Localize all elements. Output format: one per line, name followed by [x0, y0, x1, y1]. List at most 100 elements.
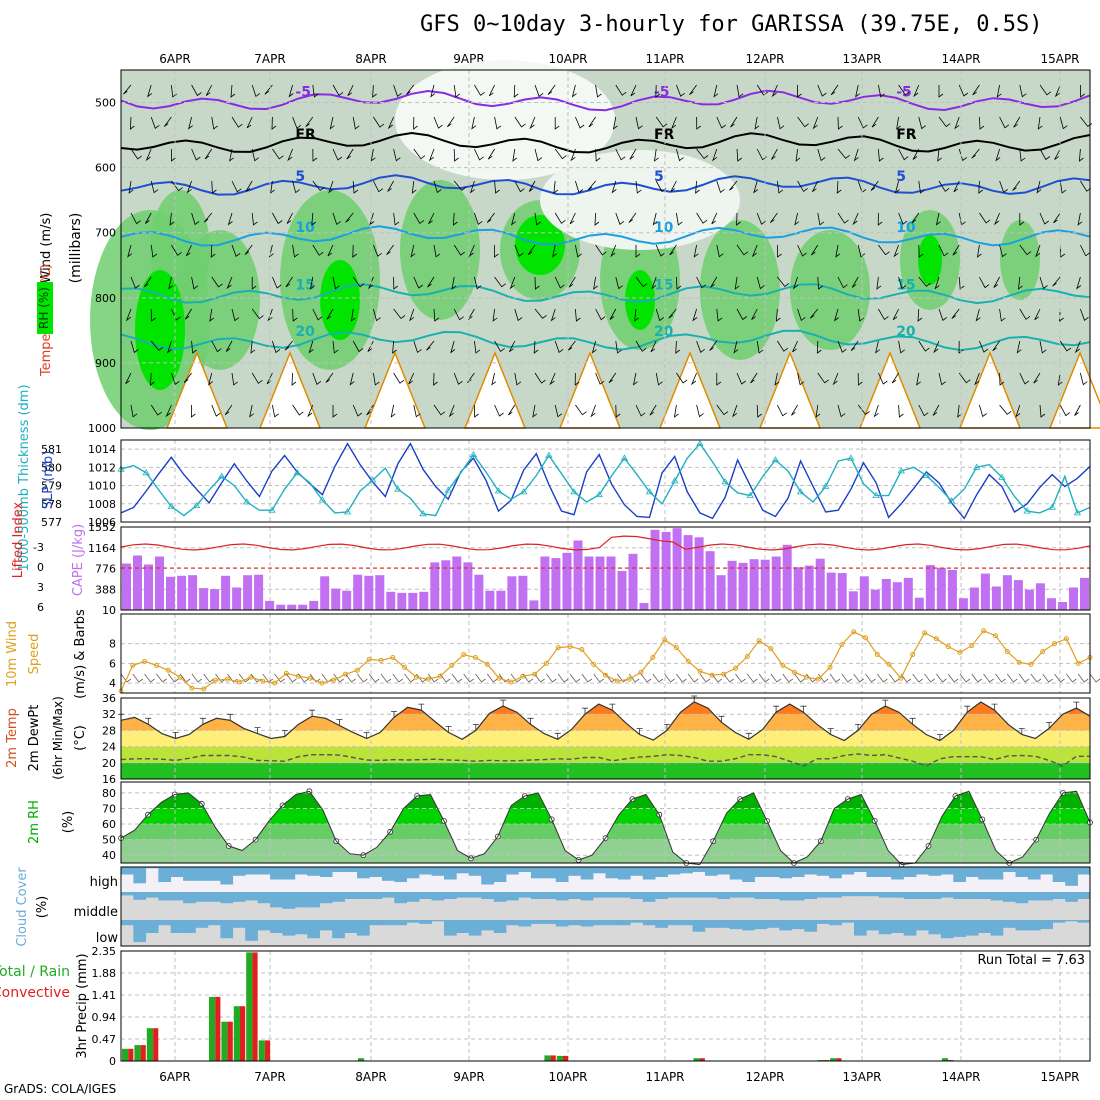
cloud-bar-low	[232, 920, 246, 928]
panel-precip	[120, 950, 1091, 1062]
wind-barb	[650, 340, 657, 353]
cloud-bar-low	[183, 920, 196, 933]
wind-barb	[264, 84, 273, 95]
wind-barb	[756, 404, 763, 418]
wind-barb	[837, 340, 847, 353]
cloud-bar-low	[841, 920, 855, 923]
wind10-point	[768, 646, 774, 652]
cloud-bar-low	[854, 920, 867, 936]
precip-convective-bar	[153, 1028, 159, 1061]
wind10-barb	[120, 673, 132, 683]
cape-bar	[606, 556, 616, 610]
cloud-bar-high	[1052, 867, 1066, 882]
wind-barb	[837, 404, 846, 418]
label-lifted-index: Lifted Index	[11, 501, 26, 578]
wind10-barb	[1018, 673, 1030, 683]
cloud-bar-middle	[642, 892, 656, 902]
wind10-point	[945, 644, 951, 650]
wind10-barb	[770, 673, 782, 683]
wind-barb	[594, 212, 600, 226]
wind-barb	[734, 276, 740, 290]
wind-barb	[736, 372, 746, 385]
cape-bar	[903, 577, 913, 610]
cape-bar	[782, 544, 792, 610]
cloud-bar-middle	[381, 892, 395, 898]
wind-barb	[716, 116, 726, 129]
precip-convective-bar	[699, 1058, 705, 1061]
cloud-bar-high	[630, 867, 643, 876]
cloud-bar-low	[419, 920, 432, 924]
precip-tick: 0.47	[92, 1033, 117, 1046]
temp-minmax	[145, 717, 152, 725]
temp-minmax	[718, 715, 725, 723]
thickness-tick: 579	[41, 480, 62, 493]
cape-bar	[584, 556, 594, 610]
cloud-bar-middle	[344, 892, 358, 899]
thickness-marker	[1023, 507, 1031, 514]
wind10-barb	[380, 673, 392, 683]
cape-bar	[144, 564, 153, 610]
cape-bar	[320, 576, 330, 610]
wind-barb	[246, 116, 253, 129]
wind-barb	[837, 148, 850, 159]
wind10-point	[142, 658, 148, 664]
cloud-bar-middle	[680, 892, 693, 898]
wind10-point	[130, 662, 136, 668]
wind-barb	[796, 84, 802, 98]
wind10-barb	[936, 673, 947, 683]
wind-barb	[571, 84, 577, 98]
pressure-tick: 900	[95, 357, 116, 370]
wind-barb	[1059, 340, 1072, 352]
wind-barb	[453, 180, 467, 191]
wind-barb	[286, 212, 293, 224]
wind-barb	[190, 404, 196, 418]
lifted-tick: 0	[37, 561, 44, 574]
cloud-bar-low	[642, 920, 656, 926]
precip-total-bar	[830, 1058, 837, 1061]
dewpoint-line	[120, 753, 1090, 767]
cloud-bar-low	[978, 920, 991, 933]
cloud-bar-high	[543, 867, 557, 879]
wind-barb	[751, 308, 758, 320]
wind-barb	[406, 84, 415, 95]
temp-tick: 24	[102, 741, 116, 754]
cloud-bar-low	[257, 920, 271, 931]
wind-barb	[204, 148, 213, 160]
cloud-bar-low	[555, 920, 569, 927]
cape-bar	[331, 588, 341, 610]
wind-barb	[756, 340, 764, 354]
wind-barb	[911, 212, 920, 224]
cloud-bar-low	[704, 920, 718, 928]
wind-barb	[951, 308, 960, 319]
wind-barb	[971, 148, 980, 159]
wind-barb	[528, 180, 536, 192]
cloud-bar-middle	[754, 892, 768, 899]
thickness-tick: 580	[41, 461, 62, 474]
cloud-bar-low	[940, 920, 954, 939]
rh-blob	[400, 180, 480, 320]
temp-band	[121, 702, 1090, 715]
wind-barb	[756, 212, 766, 225]
cloud-bar-high	[878, 867, 892, 877]
contour-label: 20	[295, 324, 315, 340]
cape-bar	[1047, 598, 1056, 610]
thickness-marker	[343, 508, 352, 515]
wind10-point	[969, 643, 975, 649]
cape-bar	[738, 562, 748, 610]
wind-barb	[574, 372, 580, 386]
wind-barb	[554, 148, 567, 160]
wind-barb	[373, 180, 384, 193]
temp-minmax	[745, 732, 752, 740]
wind10-barb	[841, 673, 853, 683]
wind-barb	[918, 276, 931, 287]
wind-barb	[750, 372, 758, 384]
rh-band	[121, 792, 1090, 809]
wind-barb	[327, 244, 334, 257]
rh-tick: 50	[102, 834, 116, 847]
cloud-bar-middle	[1052, 892, 1066, 899]
wind-barb	[372, 84, 377, 98]
temp-minmax	[254, 727, 261, 734]
wind-barb	[1080, 244, 1090, 257]
cape-bar	[221, 575, 231, 610]
